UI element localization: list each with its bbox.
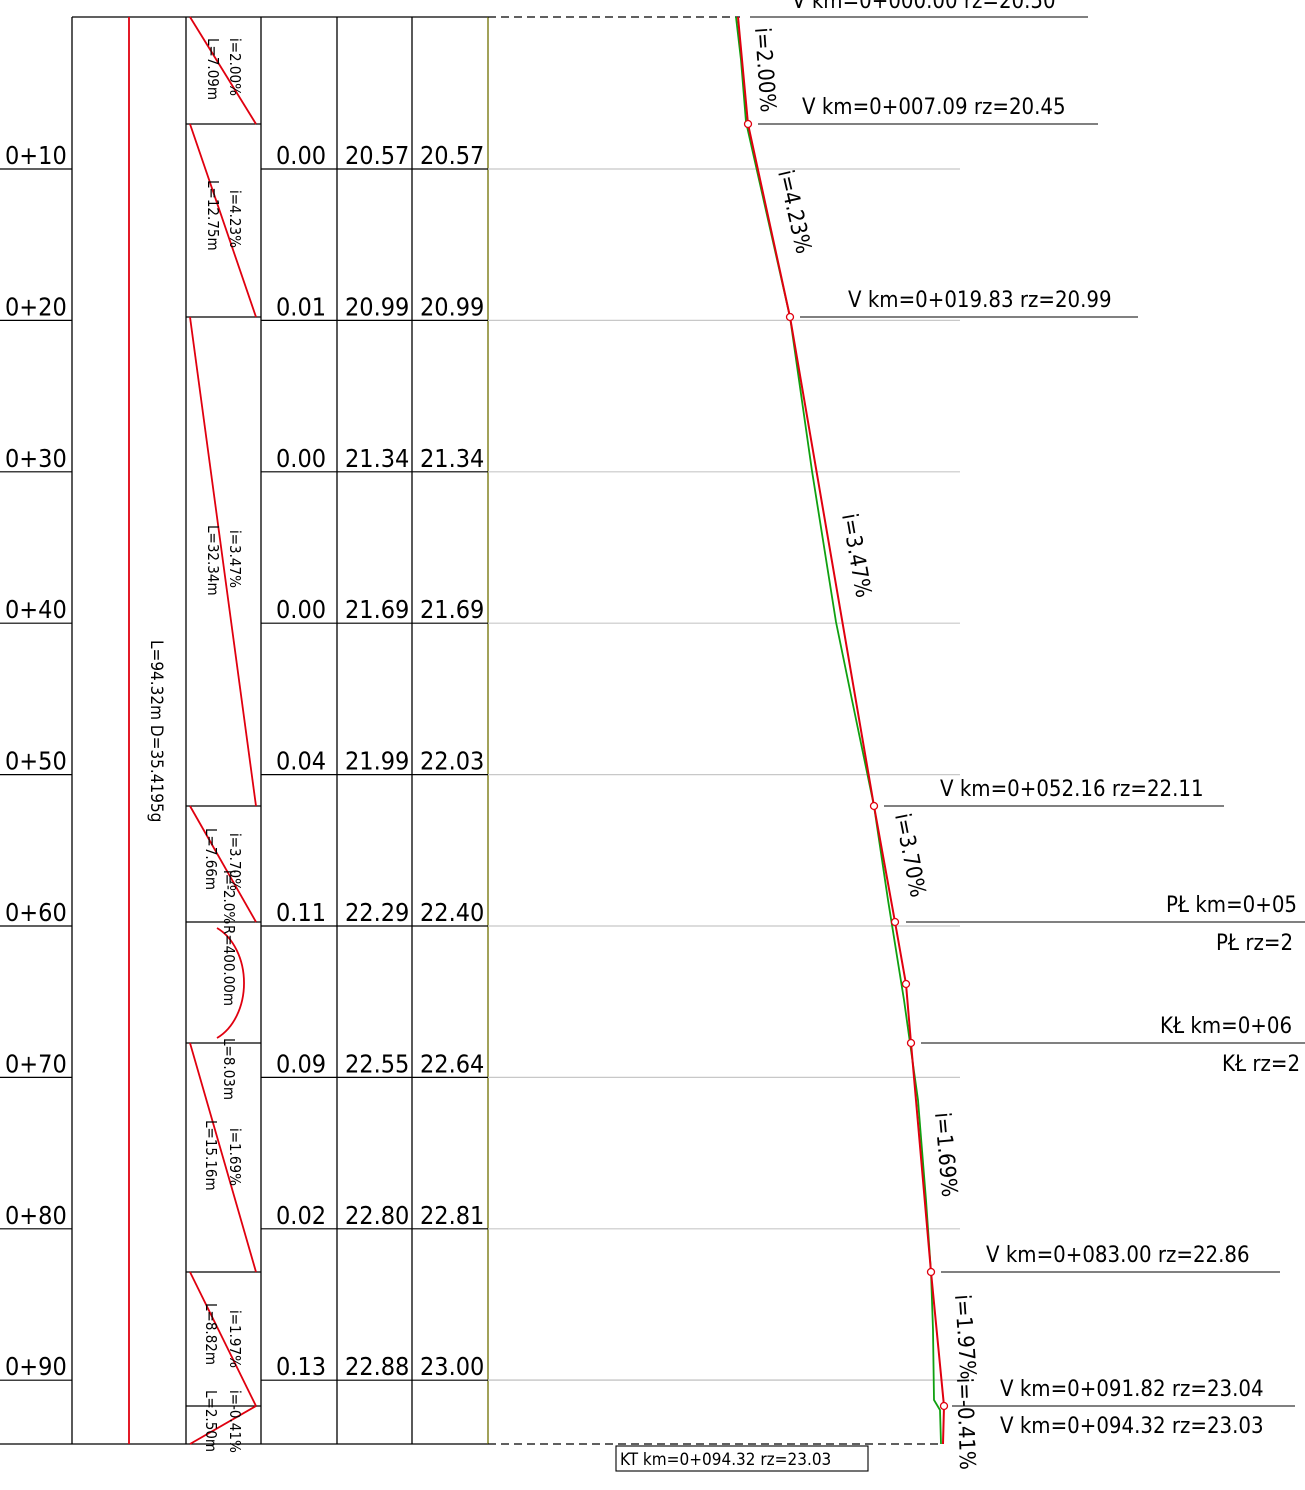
table-value-existing: 20.57 bbox=[345, 141, 409, 170]
table-value-diff: 0.01 bbox=[276, 292, 326, 321]
table-value-design: 22.64 bbox=[420, 1049, 484, 1078]
station-label: 0+40 bbox=[5, 595, 67, 624]
table-value-diff: 0.00 bbox=[276, 595, 326, 624]
table-value-existing: 20.99 bbox=[345, 292, 409, 321]
table-frame bbox=[0, 16, 488, 1445]
end-label: KT km=0+094.32 rz=23.03 bbox=[620, 1450, 831, 1470]
station-label: 0+30 bbox=[5, 444, 67, 473]
alignment-label: L=94.32m D=35.4195g bbox=[146, 640, 166, 822]
grade-cell-grade-8: i=1.97% bbox=[226, 1310, 244, 1368]
end-label-box bbox=[615, 1445, 869, 1472]
curve-end-km-label: KŁ km=0+06 bbox=[1160, 1014, 1292, 1039]
vertex-label-1: V km=0+007.09 rz=20.45 bbox=[802, 95, 1066, 120]
table-value-diff: 0.02 bbox=[276, 1201, 326, 1230]
station-label: 0+50 bbox=[5, 747, 67, 776]
profile-grade-5: i=1.69% bbox=[929, 1111, 961, 1198]
grade-cell-length-2: L=12.75m bbox=[204, 180, 222, 251]
design-grade-line bbox=[737, 16, 946, 1445]
grade-cell-grade-9: i=-0.41% bbox=[226, 1390, 244, 1453]
vertex-label-2: V km=0+019.83 rz=20.99 bbox=[848, 288, 1112, 313]
grade-cell-grade-4: i=3.70% bbox=[226, 833, 244, 891]
table-value-diff: 0.00 bbox=[276, 444, 326, 473]
grade-cell-length-1: L=7.09m bbox=[204, 38, 222, 100]
grade-diagonals bbox=[189, 16, 257, 1445]
station-label: 0+70 bbox=[5, 1049, 67, 1078]
vertex-label-0: V km=0+000.00 rz=20.50 bbox=[792, 0, 1056, 14]
table-value-design: 22.81 bbox=[420, 1201, 484, 1230]
grade-cell-length-3: L=32.34m bbox=[204, 525, 222, 596]
table-value-existing: 21.69 bbox=[345, 595, 409, 624]
table-value-existing: 22.88 bbox=[345, 1352, 409, 1381]
station-label: 0+10 bbox=[5, 141, 67, 170]
station-label: 0+60 bbox=[5, 898, 67, 927]
grade-cell-length-5: R=400.00m bbox=[220, 925, 238, 1006]
grade-cell-length-8: L=8.82m bbox=[202, 1303, 220, 1365]
station-label: 0+80 bbox=[5, 1201, 67, 1230]
table-value-diff: 0.11 bbox=[276, 898, 326, 927]
grade-cell-length-4: L=7.66m bbox=[202, 828, 220, 890]
vertex-label-6: V km=0+094.32 rz=23.03 bbox=[1000, 1414, 1264, 1439]
vertex-label-4: V km=0+083.00 rz=22.86 bbox=[986, 1243, 1250, 1268]
grade-cell-grade-7: i=1.69% bbox=[226, 1128, 244, 1186]
grade-cell-length-9: L=2.50m bbox=[202, 1390, 220, 1452]
profile-grade-3: i=3.47% bbox=[836, 512, 875, 600]
curve-end-rz-label: KŁ rz=2 bbox=[1222, 1052, 1300, 1077]
table-value-diff: 0.00 bbox=[276, 141, 326, 170]
vertex-label-3: V km=0+052.16 rz=22.11 bbox=[940, 777, 1204, 802]
table-value-diff: 0.04 bbox=[276, 747, 326, 776]
grade-cell-length-7: L=15.16m bbox=[202, 1120, 220, 1191]
table-value-existing: 21.34 bbox=[345, 444, 409, 473]
grade-cell-grade-2: i=4.23% bbox=[226, 190, 244, 248]
curve-start-km-label: PŁ km=0+05 bbox=[1166, 893, 1297, 918]
table-value-existing: 22.55 bbox=[345, 1049, 409, 1078]
grade-cell-grade-6: L=8.03m bbox=[220, 1038, 238, 1100]
profile-grade-2: i=4.23% bbox=[772, 168, 815, 256]
table-value-existing: 22.29 bbox=[345, 898, 409, 927]
grade-cell-grade-3: i=3.47% bbox=[226, 530, 244, 588]
profile-grade-6: i=1.97% bbox=[949, 1294, 980, 1380]
table-value-design: 21.34 bbox=[420, 444, 484, 473]
station-label: 0+90 bbox=[5, 1352, 67, 1381]
vertex-leaders bbox=[750, 16, 1305, 1407]
profile-grade-7: i=-0.41% bbox=[951, 1377, 979, 1470]
table-value-design: 20.99 bbox=[420, 292, 484, 321]
table-value-existing: 22.80 bbox=[345, 1201, 409, 1230]
table-value-design: 23.00 bbox=[420, 1352, 484, 1381]
grade-cell-grade-5: i=-2.0% bbox=[220, 870, 238, 924]
table-value-design: 22.03 bbox=[420, 747, 484, 776]
vertex-markers bbox=[743, 119, 949, 1411]
profile-grade-1: i=2.00% bbox=[749, 27, 780, 113]
station-rows: 0+10 0.00 20.57 20.57 0+20 0.01 20.99 20.99 0+30… bbox=[0, 141, 960, 1381]
table-value-design: 22.40 bbox=[420, 898, 484, 927]
vertex-label-5: V km=0+091.82 rz=23.04 bbox=[1000, 1377, 1264, 1402]
profile-grade-4: i=3.70% bbox=[889, 811, 930, 899]
table-value-design: 21.69 bbox=[420, 595, 484, 624]
curve-start-rz-label: PŁ rz=2 bbox=[1216, 931, 1293, 956]
table-value-existing: 21.99 bbox=[345, 747, 409, 776]
table-value-diff: 0.09 bbox=[276, 1049, 326, 1078]
existing-ground-line bbox=[735, 16, 942, 1445]
station-label: 0+20 bbox=[5, 292, 67, 321]
table-value-diff: 0.13 bbox=[276, 1352, 326, 1381]
table-value-design: 20.57 bbox=[420, 141, 484, 170]
grade-cell-grade-1: i=2.00% bbox=[226, 38, 244, 96]
